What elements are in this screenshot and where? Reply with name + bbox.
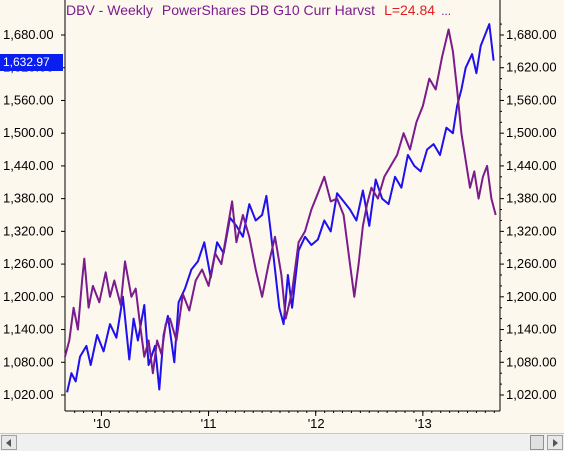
y-tick-label-right: 1,020.00: [506, 387, 557, 402]
horizontal-scrollbar[interactable]: [0, 433, 564, 451]
x-axis: '10 '11 '12 '13: [74, 411, 495, 431]
y-axis-left: 1,020.00 1,080.00 1,140.00 1,200.00 1,260.00…: [3, 27, 65, 402]
y-tick-label-right: 1,140.00: [506, 322, 557, 337]
y-tick-label-left: 1,320.00: [3, 223, 54, 238]
y-tick-label-right: 1,620.00: [506, 60, 557, 75]
y-tick-label-right: 1,320.00: [506, 223, 557, 238]
y-tick-label-right: 1,500.00: [506, 125, 557, 140]
y-tick-label-right: 1,440.00: [506, 158, 557, 173]
series-line-2: [64, 28, 497, 375]
x-tick-label: '11: [201, 416, 217, 431]
title-last: L=24.84: [384, 2, 435, 18]
y-tick-label-left: 1,080.00: [3, 354, 54, 369]
last-price-label: 1,632.97: [0, 54, 63, 71]
title-symbol: DBV - Weekly: [66, 2, 153, 18]
y-tick-label-left: 1,020.00: [3, 387, 54, 402]
scroll-right-button[interactable]: [547, 435, 563, 450]
price-chart[interactable]: 1,020.00 1,080.00 1,140.00 1,200.00 1,260.00…: [0, 0, 564, 433]
x-tick-label: '10: [93, 416, 110, 431]
y-axis-right: 1,020.00 1,080.00 1,140.00 1,200.00 1,260.00…: [500, 23, 557, 402]
x-tick-label: '13: [415, 416, 432, 431]
y-tick-label-right: 1,080.00: [506, 354, 557, 369]
y-tick-label-left: 1,440.00: [3, 158, 54, 173]
y-tick-label-left: 1,260.00: [3, 256, 54, 271]
title-ellipsis: ...: [441, 4, 451, 18]
series-line-1: [66, 23, 495, 393]
arrow-right-icon: [553, 439, 558, 447]
y-tick-label-right: 1,380.00: [506, 191, 557, 206]
y-tick-label-left: 1,200.00: [3, 289, 54, 304]
arrow-left-icon: [6, 439, 11, 447]
y-tick-label-right: 1,680.00: [506, 27, 557, 42]
y-tick-label-right: 1,260.00: [506, 256, 557, 271]
chart-title: DBV - Weekly PowerShares DB G10 Curr Harv…: [66, 2, 451, 18]
y-tick-label-left: 1,140.00: [3, 322, 54, 337]
y-tick-label-left: 1,500.00: [3, 125, 54, 140]
y-tick-label-left: 1,560.00: [3, 92, 54, 107]
x-tick-label: '12: [308, 416, 325, 431]
scroll-thumb[interactable]: [530, 435, 544, 450]
y-tick-label-right: 1,560.00: [506, 92, 557, 107]
y-tick-label-left: 1,380.00: [3, 191, 54, 206]
series-layer: [64, 23, 497, 393]
title-name: PowerShares DB G10 Curr Harvst: [162, 2, 375, 18]
y-tick-label-left: 1,680.00: [3, 27, 54, 42]
y-tick-label-right: 1,200.00: [506, 289, 557, 304]
scroll-left-button[interactable]: [1, 435, 17, 450]
